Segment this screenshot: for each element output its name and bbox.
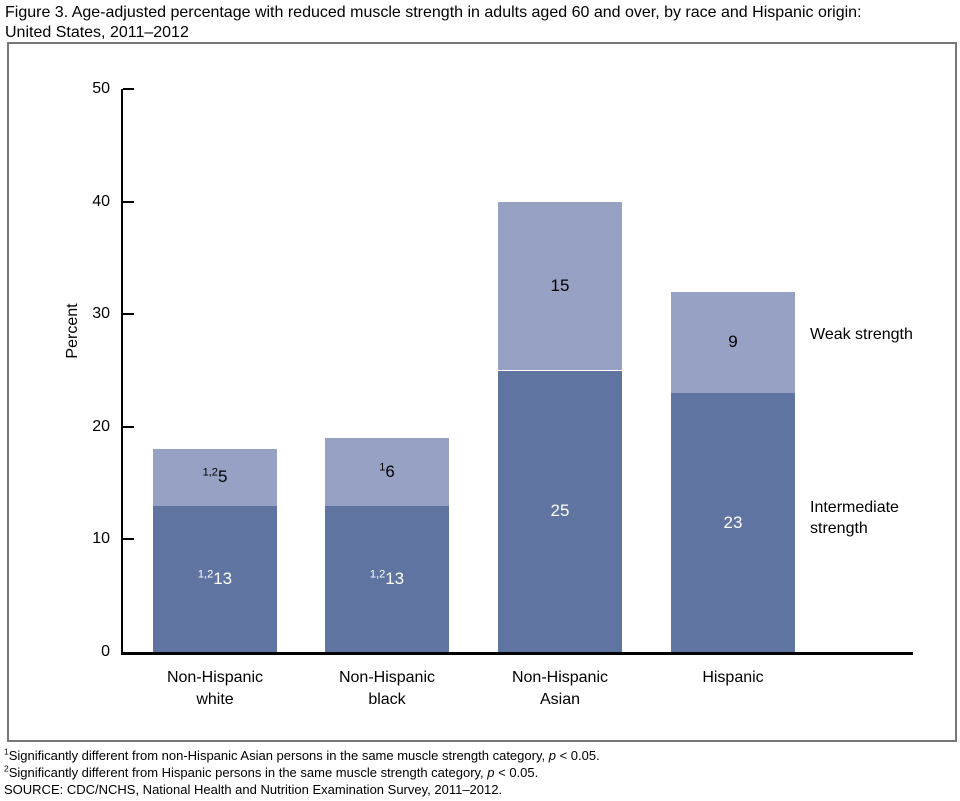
value-text: 13 [213,568,233,588]
y-tick-label: 50 [92,80,110,97]
bar-value-label-weak-3: 15 [498,275,622,297]
footnote-2-rest: < 0.05. [494,765,539,780]
y-tick-mark [123,200,134,203]
footnote-2-p: p [487,765,495,780]
bar-value-label-intermediate-3: 25 [498,500,622,522]
value-superscript: 1,2 [197,568,214,581]
bar-segment-weak-1 [153,449,277,506]
value-superscript: 1 [379,461,386,474]
bar-segment-intermediate-2 [325,505,449,652]
y-tick-label: 20 [92,417,110,435]
value-superscript: 1,2 [369,568,386,581]
bar-value-label-intermediate-4: 23 [671,512,795,534]
figure-title: Figure 3. Age-adjusted percentage with r… [5,3,862,43]
category-label-4: Hispanic [702,669,764,686]
footnote-2-text: Significantly different from Hispanic pe… [8,765,488,780]
category-label-2: Non-Hispanic black [338,669,436,708]
footnote-1-superscript: 1 [4,746,9,757]
value-text: 15 [550,276,570,296]
source-note: SOURCE: CDC/NCHS, National Health and Nu… [4,781,600,798]
x-axis-line [121,652,913,655]
value-text: 13 [385,568,405,588]
footnote-1-text: Significantly different from non-Hispani… [8,748,549,763]
bar-value-label-intermediate-2: 1,213 [325,568,449,590]
footnote-1: 1Significantly different from non-Hispan… [4,747,600,764]
footnote-1-rest: < 0.05. [555,748,600,763]
y-tick-mark [123,88,134,90]
footnotes-block: 1Significantly different from non-Hispan… [4,747,600,798]
value-text: 23 [723,512,743,532]
figure-title-line-2: United States, 2011–2012 [5,24,189,41]
value-text: 5 [217,467,228,487]
figure-title-line-1: Figure 3. Age-adjusted percentage with r… [5,4,862,21]
footnote-2: 2Significantly different from Hispanic p… [4,764,600,781]
y-tick-mark [123,425,134,428]
bar-value-label-weak-2: 16 [325,461,449,483]
value-text: 9 [728,332,738,352]
y-tick-mark [123,313,134,316]
bar-segment-intermediate-1 [153,505,277,652]
y-tick-label: 40 [92,192,110,210]
bar-segment-intermediate-3 [498,370,622,652]
footnote-1-p: p [548,748,556,763]
y-tick-label: 10 [92,530,110,548]
legend-weak-strength: Weak strength [810,326,913,343]
y-tick-label: 0 [101,643,110,660]
category-label-1: Non-Hispanic white [166,669,264,708]
y-tick-label: 30 [92,305,110,323]
bar-value-label-intermediate-1: 1,213 [153,568,277,590]
value-text: 6 [385,461,395,481]
category-label-3: Non-Hispanic Asian [511,669,609,708]
bar-segment-weak-3 [498,201,622,371]
source-note-text: SOURCE: CDC/NCHS, National Health and Nu… [4,782,503,797]
y-axis-title: Percent [64,303,81,359]
y-axis-line [121,89,123,655]
bar-segment-weak-4 [671,291,795,393]
bar-value-label-weak-1: 1,25 [153,466,277,488]
value-text: 25 [550,501,570,521]
footnote-2-superscript: 2 [4,763,9,774]
chart-frame [7,42,957,742]
bar-value-label-weak-4: 9 [671,331,795,353]
bar-segment-weak-2 [325,438,449,506]
y-tick-mark [123,538,134,541]
legend-intermediate-strength: Intermediate strength [810,499,899,537]
bar-segment-intermediate-4 [671,393,795,652]
value-superscript: 1,2 [202,466,218,479]
